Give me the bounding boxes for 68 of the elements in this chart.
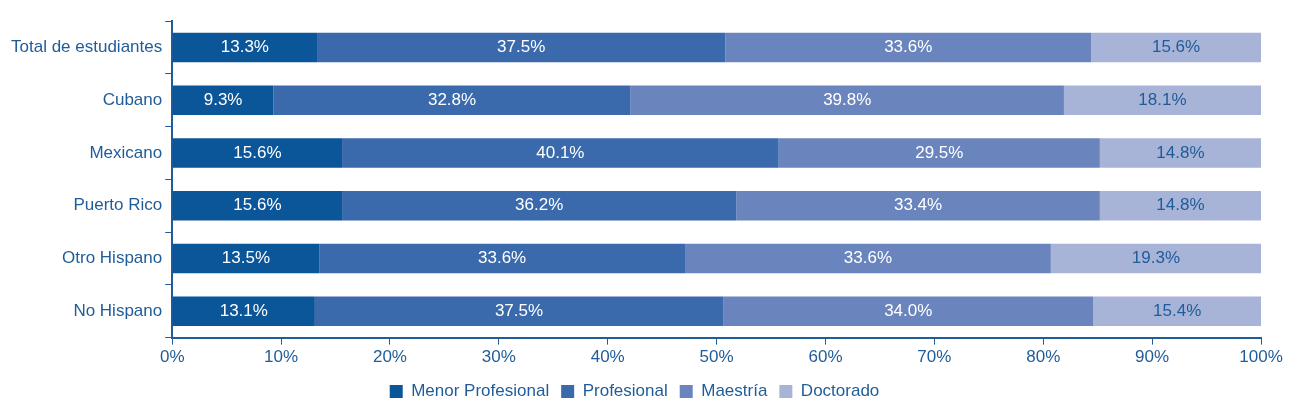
data-label: 15.6% <box>233 142 282 162</box>
data-label: 13.3% <box>220 37 269 57</box>
data-label: 14.8% <box>1156 142 1205 162</box>
bar <box>342 138 779 168</box>
data-label: 33.6% <box>843 248 893 268</box>
data-label: 33.6% <box>884 37 933 57</box>
bar <box>630 85 1064 116</box>
legend-label: Menor Profesional <box>411 381 550 401</box>
bar <box>172 296 315 326</box>
y-tick-label: Otro Hispano <box>62 248 163 268</box>
bar <box>172 138 343 168</box>
data-label: 15.6% <box>1151 37 1201 57</box>
data-label: 37.5% <box>497 37 546 57</box>
x-tick-label: 80% <box>1026 347 1061 367</box>
bar <box>725 32 1092 63</box>
data-label: 13.1% <box>219 300 268 320</box>
bar <box>172 32 318 63</box>
y-tick-label: Puerto Rico <box>73 195 163 215</box>
bar <box>1093 296 1261 326</box>
data-label: 37.5% <box>494 300 544 320</box>
x-tick-label: 20% <box>372 347 407 367</box>
x-tick-label: 70% <box>917 347 952 367</box>
bar <box>685 243 1051 274</box>
x-tick-label: 60% <box>808 347 843 367</box>
bar <box>736 191 1100 221</box>
x-tick-label: 30% <box>481 347 516 367</box>
bar <box>172 191 343 221</box>
bar <box>1099 191 1261 221</box>
data-label: 40.1% <box>536 142 585 162</box>
data-label: 18.1% <box>1138 89 1187 109</box>
x-tick-label: 90% <box>1135 347 1170 367</box>
data-label: 15.6% <box>233 195 282 215</box>
bar <box>778 138 1100 168</box>
data-label: 19.3% <box>1131 248 1181 268</box>
data-label: 33.6% <box>478 248 527 268</box>
bar <box>1099 138 1261 168</box>
bar <box>1063 85 1261 116</box>
y-tick-label: No Hispano <box>73 300 163 320</box>
bar <box>319 243 686 274</box>
x-tick-label: 10% <box>264 347 299 367</box>
bar <box>314 296 724 326</box>
data-label: 14.8% <box>1156 195 1205 215</box>
data-label: 34.0% <box>884 300 933 320</box>
data-label: 39.8% <box>823 89 872 109</box>
legend-label: Maestría <box>701 381 768 401</box>
x-tick-label: 100% <box>1239 347 1283 367</box>
bar <box>342 191 737 221</box>
y-tick-label: Mexicano <box>89 142 163 162</box>
bar <box>723 296 1094 326</box>
bar <box>1091 32 1261 63</box>
x-tick-label: 40% <box>590 347 625 367</box>
legend-label: Profesional <box>582 381 668 401</box>
data-label: 32.8% <box>427 89 477 109</box>
data-label: 29.5% <box>915 142 964 162</box>
data-label: 9.3% <box>203 89 243 109</box>
y-tick-label: Total de estudiantes <box>11 37 163 57</box>
data-label: 15.4% <box>1153 300 1202 320</box>
x-tick-label: 50% <box>699 347 734 367</box>
legend-label: Doctorado <box>800 381 880 401</box>
data-label: 13.5% <box>221 248 271 268</box>
bar <box>317 32 726 63</box>
x-tick-label: 0% <box>159 347 185 367</box>
data-label: 33.4% <box>893 195 943 215</box>
data-label: 36.2% <box>515 195 564 215</box>
bar <box>172 243 320 274</box>
y-tick-label: Cubano <box>102 89 163 109</box>
bar <box>1050 243 1261 274</box>
bar <box>273 85 631 116</box>
